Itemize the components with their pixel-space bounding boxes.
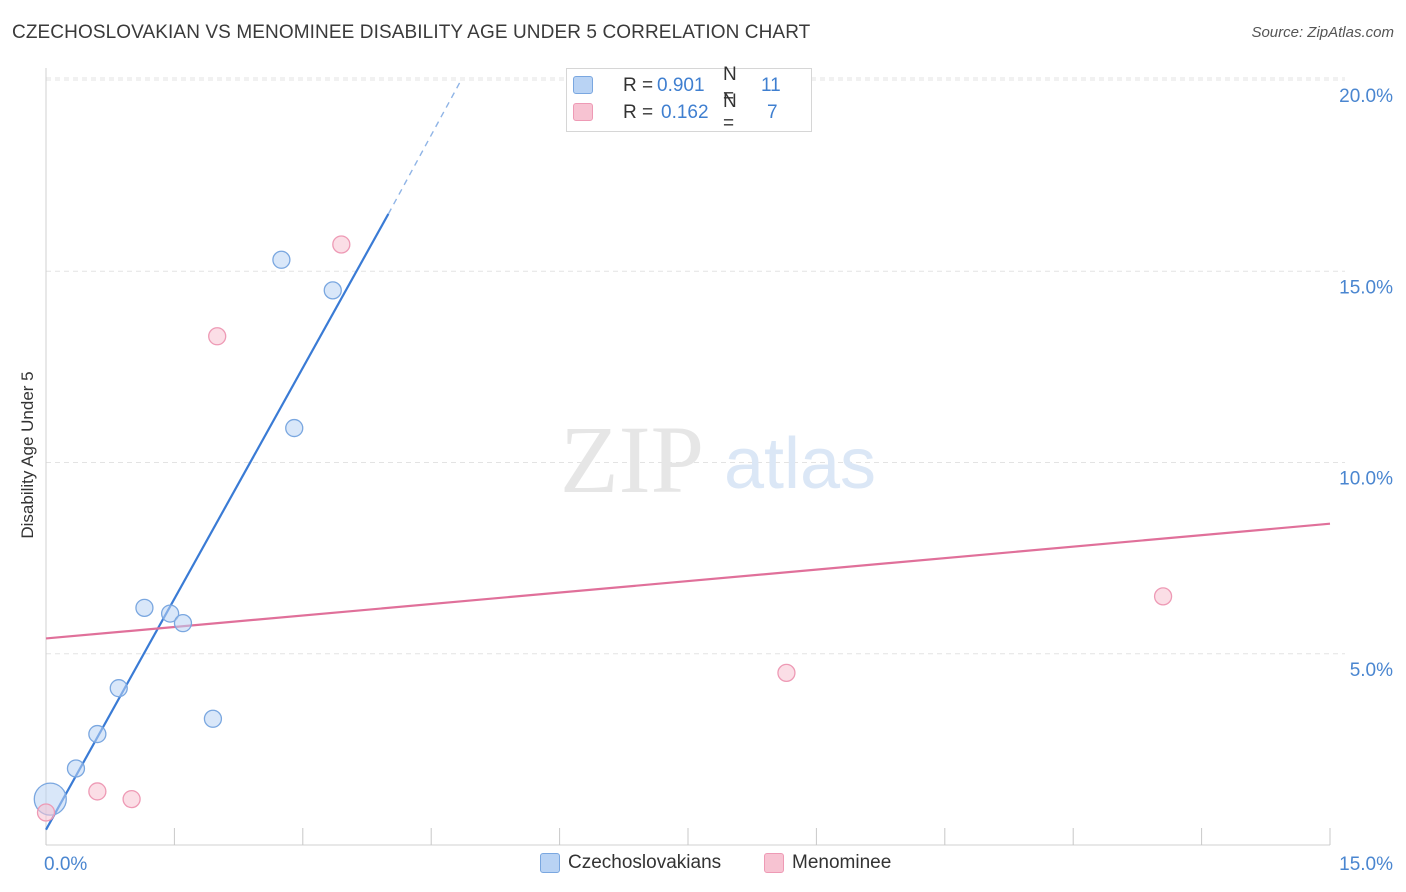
legend-row-menominee: R = 0.162 N = 7 — [573, 91, 778, 134]
data-point-czechoslovakians — [160, 604, 180, 623]
legend-swatch-menominee — [573, 103, 593, 121]
watermark-atlas: atlas — [724, 424, 876, 504]
data-point-czechoslovakians — [203, 709, 223, 728]
watermark-zip: ZIP — [560, 406, 704, 513]
legend-row-czechoslovakians: R = 0.901 N = 11 — [573, 64, 781, 107]
n-value: 11 — [761, 75, 781, 96]
data-point-czechoslovakians — [88, 724, 107, 744]
data-point-menominee — [208, 327, 227, 346]
data-point-menominee — [36, 803, 56, 822]
data-point-menominee — [1153, 587, 1173, 606]
legend-label-czechoslovakians: Czechoslovakians — [568, 852, 722, 873]
source-label: Source: ZipAtlas.com — [1251, 24, 1394, 41]
correlation-legend: R = 0.901 N = 11 R = 0.162 N = 7 — [566, 64, 812, 134]
legend-swatch-czechoslovakians — [540, 853, 560, 873]
n-label: N = — [723, 91, 737, 134]
data-point-czechoslovakians — [109, 679, 128, 698]
data-point-menominee — [332, 235, 351, 254]
data-point-menominee — [777, 663, 796, 683]
data-point-menominee — [88, 782, 107, 801]
data-point-czechoslovakians — [66, 759, 86, 778]
legend-swatch-menominee — [764, 853, 784, 873]
legend-label-menominee: Menominee — [792, 852, 892, 873]
data-point-menominee — [122, 789, 141, 809]
series-legend: Czechoslovakians Menominee — [0, 852, 1406, 876]
r-label: R = — [623, 75, 654, 96]
legend-item-menominee[interactable]: Menominee — [764, 852, 891, 874]
data-point-czechoslovakians — [285, 418, 304, 438]
x-tick-label: 0.0% — [44, 854, 87, 875]
r-value: 0.901 — [657, 75, 705, 96]
legend-item-czechoslovakians[interactable]: Czechoslovakians — [540, 852, 721, 874]
trend-line-menominee — [45, 522, 1331, 640]
data-point-czechoslovakians — [135, 598, 154, 617]
y-tick-label: 10.0% — [1339, 469, 1393, 490]
n-label: N = — [723, 64, 737, 107]
legend-swatch-czechoslovakians — [573, 76, 593, 94]
data-point-czechoslovakians — [323, 281, 342, 300]
r-label: R = — [623, 102, 654, 123]
y-tick-label: 15.0% — [1339, 277, 1393, 298]
r-value: 0.162 — [661, 102, 709, 123]
y-tick-label: 20.0% — [1339, 86, 1393, 107]
data-point-czechoslovakians — [173, 614, 193, 633]
y-tick-label: 5.0% — [1350, 660, 1393, 681]
x-tick-label: 15.0% — [1339, 854, 1393, 875]
data-point-czechoslovakians — [272, 250, 291, 269]
n-value: 7 — [767, 102, 778, 123]
trend-line-czechoslovakians-extension — [387, 79, 462, 215]
chart-title: CZECHOSLOVAKIAN VS MENOMINEE DISABILITY … — [12, 22, 811, 43]
